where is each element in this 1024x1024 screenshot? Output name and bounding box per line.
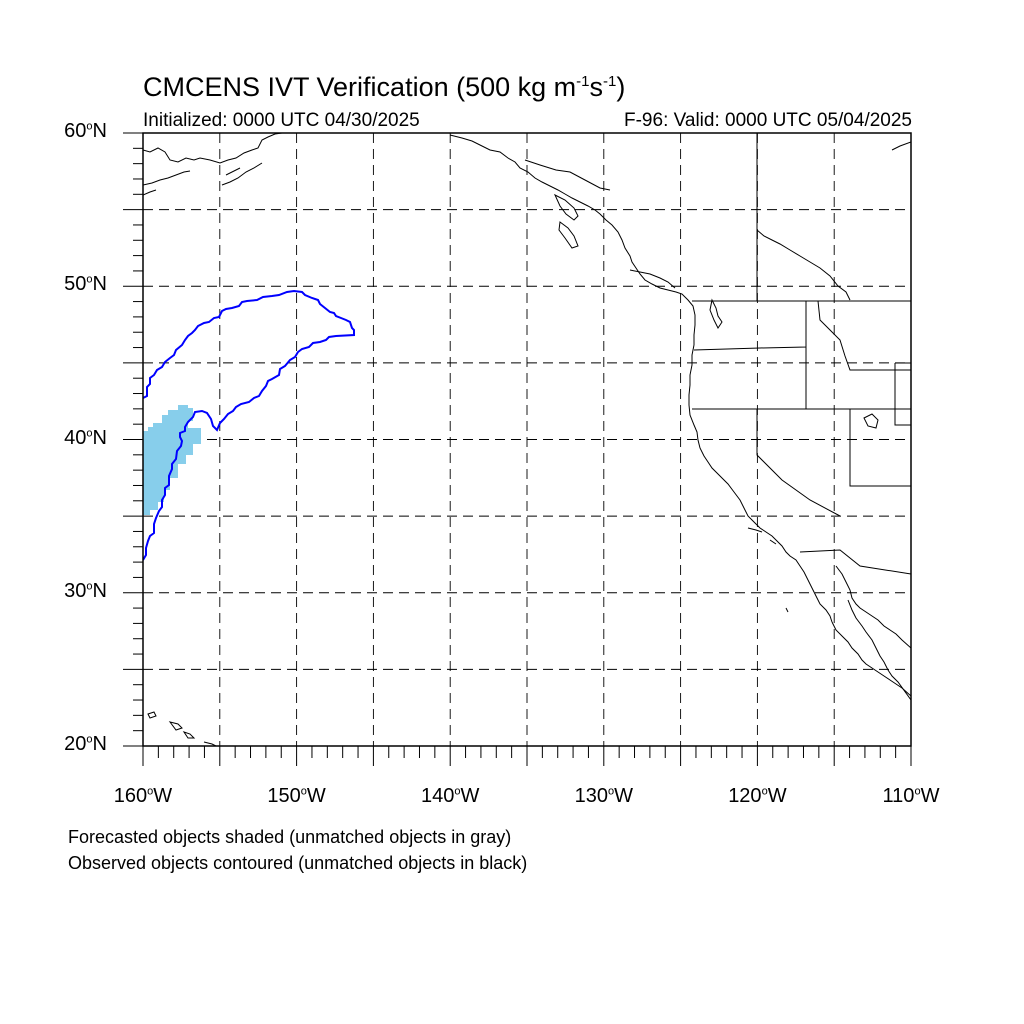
title-exponent-1: -1 bbox=[576, 73, 590, 90]
lon-label-160-hemisphere: W bbox=[153, 785, 173, 807]
lon-label-110: 110oW bbox=[851, 785, 971, 808]
axis-ticks bbox=[123, 132, 912, 766]
legend-observed-note: Observed objects contoured (unmatched ob… bbox=[68, 853, 528, 873]
title-unit-s: s bbox=[589, 72, 604, 102]
lon-label-140-value: 140 bbox=[420, 785, 455, 807]
lon-label-130-value: 130 bbox=[574, 785, 608, 807]
lat-label-60-hemisphere: N bbox=[92, 120, 107, 142]
lon-label-130-hemisphere: W bbox=[614, 785, 633, 807]
degree-symbol: o bbox=[86, 733, 93, 746]
lat-label-20: 20oN bbox=[47, 733, 107, 756]
lon-label-110-value: 110 bbox=[882, 785, 915, 807]
lat-label-60: 60oN bbox=[47, 120, 107, 143]
lon-label-120: 120oW bbox=[697, 785, 817, 808]
borders bbox=[692, 133, 911, 575]
lat-label-60-value: 60 bbox=[64, 120, 87, 142]
lat-label-30: 30oN bbox=[47, 580, 107, 603]
lat-label-30-hemisphere: N bbox=[92, 579, 107, 602]
lon-label-150: 150oW bbox=[237, 785, 357, 808]
lon-label-130: 130oW bbox=[544, 785, 664, 808]
lon-label-120-value: 120 bbox=[728, 785, 762, 807]
lat-label-40-value: 40 bbox=[64, 426, 87, 449]
degree-symbol: o bbox=[607, 785, 615, 798]
forecast-object-shaded bbox=[143, 405, 201, 515]
map-title: CMCENS IVT Verification (500 kg m-1s-1) bbox=[143, 72, 625, 103]
degree-symbol: o bbox=[147, 785, 154, 798]
lat-label-40-hemisphere: N bbox=[92, 426, 107, 449]
coastlines bbox=[143, 133, 911, 746]
lat-label-20-hemisphere: N bbox=[92, 733, 107, 755]
title-exponent-2: -1 bbox=[603, 73, 617, 90]
degree-symbol: o bbox=[86, 273, 93, 286]
lon-label-150-hemisphere: W bbox=[306, 785, 326, 807]
lat-label-50: 50oN bbox=[47, 273, 107, 296]
degree-symbol: o bbox=[86, 120, 93, 133]
lat-label-20-value: 20 bbox=[64, 733, 87, 755]
lon-label-160: 160oW bbox=[83, 785, 203, 808]
observed-object-contour bbox=[143, 289, 355, 561]
lon-label-160-value: 160 bbox=[113, 785, 148, 807]
lat-label-50-hemisphere: N bbox=[92, 273, 107, 296]
lon-label-120-hemisphere: W bbox=[767, 785, 787, 807]
lat-label-30-value: 30 bbox=[64, 579, 87, 602]
degree-symbol: o bbox=[86, 426, 93, 439]
lon-label-140: 140oW bbox=[390, 785, 510, 808]
lon-label-110-hemisphere: W bbox=[920, 785, 940, 807]
lat-lon-grid bbox=[143, 133, 911, 746]
degree-symbol: o bbox=[86, 580, 93, 593]
title-text: CMCENS IVT Verification (500 kg m bbox=[143, 72, 577, 102]
valid-time: F-96: Valid: 0000 UTC 05/04/2025 bbox=[624, 110, 912, 131]
degree-symbol: o bbox=[300, 785, 307, 798]
initialized-time: Initialized: 0000 UTC 04/30/2025 bbox=[143, 110, 420, 131]
degree-symbol: o bbox=[914, 785, 921, 798]
degree-symbol: o bbox=[761, 785, 768, 798]
title-close: ) bbox=[616, 72, 626, 102]
legend-forecast-note: Forecasted objects shaded (unmatched obj… bbox=[68, 827, 512, 847]
lat-label-50-value: 50 bbox=[64, 273, 87, 296]
lon-label-140-hemisphere: W bbox=[460, 785, 480, 807]
lon-label-150-value: 150 bbox=[267, 785, 301, 807]
degree-symbol: o bbox=[454, 785, 461, 798]
lat-label-40: 40oN bbox=[47, 427, 107, 450]
